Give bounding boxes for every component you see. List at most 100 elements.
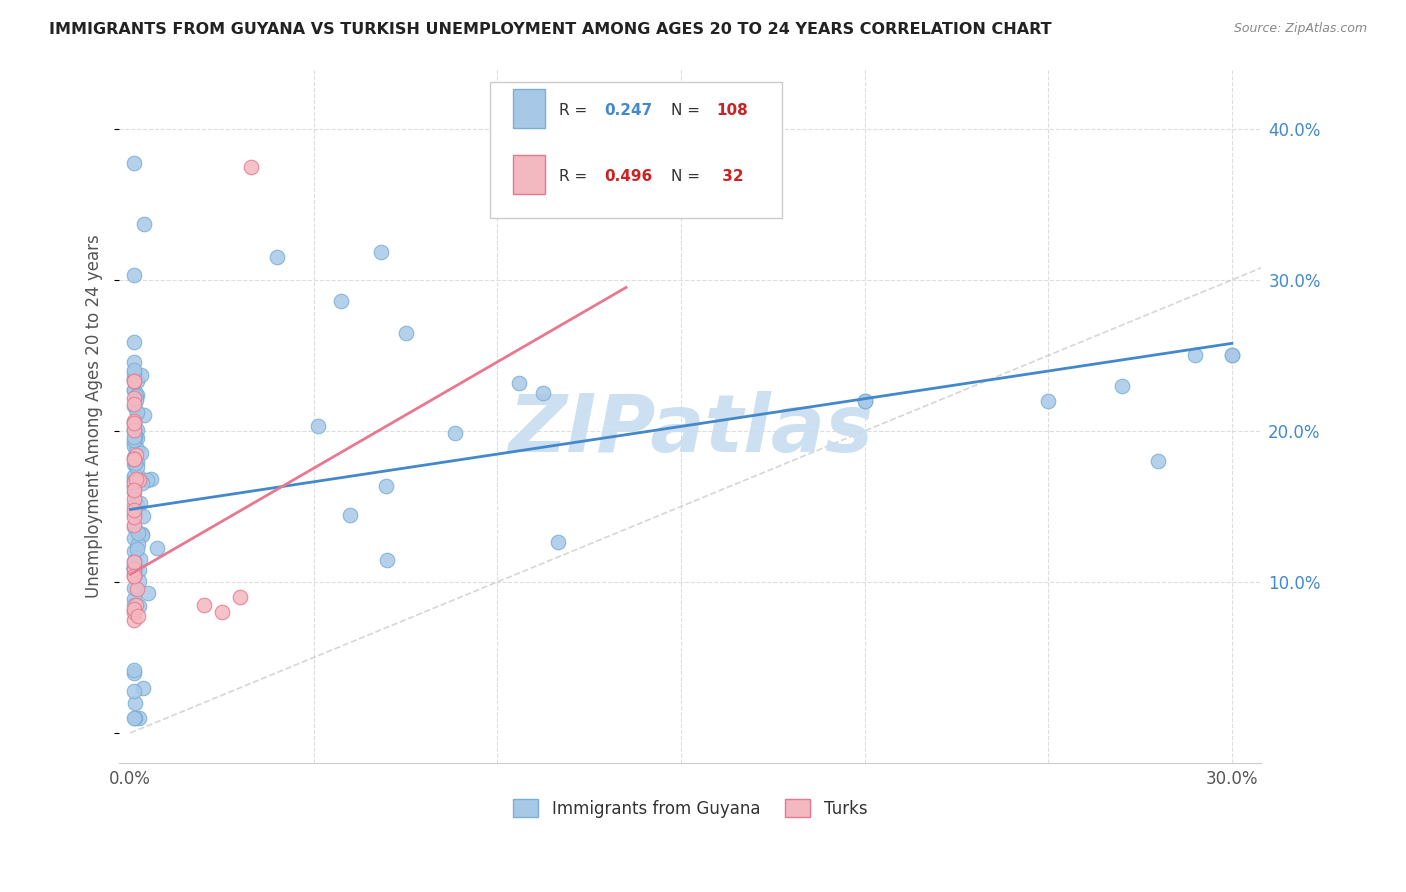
Point — [122, 415, 145, 429]
Point — [128, 711, 150, 725]
Point — [122, 156, 145, 170]
Point — [125, 442, 148, 457]
Point — [122, 605, 145, 619]
Point — [122, 430, 145, 444]
Point — [1111, 378, 1133, 392]
Point — [125, 460, 148, 475]
Point — [122, 479, 145, 493]
Point — [128, 574, 150, 589]
Text: IMMIGRANTS FROM GUYANA VS TURKISH UNEMPLOYMENT AMONG AGES 20 TO 24 YEARS CORRELA: IMMIGRANTS FROM GUYANA VS TURKISH UNEMPL… — [49, 22, 1052, 37]
Point — [124, 429, 146, 443]
Point — [122, 452, 145, 467]
Point — [129, 496, 152, 510]
Point — [146, 541, 169, 556]
Point — [128, 599, 150, 613]
Point — [853, 393, 876, 408]
Point — [127, 608, 149, 623]
Point — [395, 326, 418, 340]
Point — [122, 383, 145, 397]
Point — [136, 473, 159, 487]
Point — [122, 591, 145, 606]
Y-axis label: Unemployment Among Ages 20 to 24 years: Unemployment Among Ages 20 to 24 years — [86, 234, 103, 598]
Point — [122, 439, 145, 453]
Point — [127, 498, 149, 512]
Point — [240, 160, 263, 174]
Point — [132, 409, 155, 423]
Point — [1184, 348, 1206, 362]
Point — [122, 711, 145, 725]
Point — [329, 294, 352, 309]
Point — [125, 448, 148, 462]
Point — [122, 366, 145, 380]
Point — [122, 531, 145, 545]
Point — [122, 374, 145, 388]
Text: R =: R = — [560, 169, 592, 184]
Point — [125, 392, 148, 407]
Point — [122, 544, 145, 558]
Point — [122, 383, 145, 397]
Point — [508, 376, 530, 391]
Point — [125, 389, 148, 403]
FancyBboxPatch shape — [491, 82, 782, 218]
Point — [124, 562, 146, 576]
Point — [122, 436, 145, 450]
Point — [125, 582, 148, 596]
Point — [122, 457, 145, 471]
Point — [125, 472, 148, 486]
Point — [1220, 348, 1243, 362]
Point — [122, 598, 145, 612]
Point — [125, 475, 148, 489]
Point — [122, 503, 145, 517]
Text: 108: 108 — [717, 103, 748, 118]
Point — [307, 419, 329, 434]
Text: 0.247: 0.247 — [605, 103, 652, 118]
Point — [1038, 393, 1060, 408]
Point — [122, 566, 145, 581]
Text: R =: R = — [560, 103, 592, 118]
Point — [122, 334, 145, 349]
Point — [125, 405, 148, 419]
Point — [375, 478, 398, 492]
Point — [122, 558, 145, 573]
Point — [211, 605, 233, 619]
Point — [122, 452, 145, 467]
Point — [122, 423, 145, 437]
Point — [1220, 348, 1243, 362]
Point — [131, 681, 153, 695]
Point — [122, 491, 145, 506]
Point — [122, 561, 145, 575]
Point — [128, 564, 150, 578]
Point — [132, 217, 155, 231]
Point — [122, 603, 145, 617]
Point — [122, 569, 145, 583]
Point — [122, 268, 145, 282]
Text: 32: 32 — [717, 169, 744, 184]
Point — [122, 613, 145, 627]
Point — [122, 375, 145, 389]
Point — [122, 372, 145, 386]
Point — [853, 393, 876, 408]
Point — [122, 520, 145, 534]
Point — [124, 696, 146, 710]
Point — [127, 388, 149, 402]
Point — [122, 568, 145, 582]
Point — [125, 375, 148, 389]
Point — [141, 472, 163, 486]
Point — [122, 562, 145, 576]
Point — [122, 468, 145, 483]
Point — [122, 355, 145, 369]
Point — [127, 455, 149, 469]
Point — [122, 450, 145, 464]
Point — [128, 473, 150, 487]
Legend: Immigrants from Guyana, Turks: Immigrants from Guyana, Turks — [506, 793, 873, 824]
Point — [124, 428, 146, 442]
Point — [122, 425, 145, 439]
Point — [375, 553, 398, 567]
Point — [122, 555, 145, 569]
Point — [122, 433, 145, 447]
Point — [122, 484, 145, 499]
Point — [370, 244, 392, 259]
Point — [193, 598, 215, 612]
Point — [122, 399, 145, 413]
Point — [127, 526, 149, 541]
